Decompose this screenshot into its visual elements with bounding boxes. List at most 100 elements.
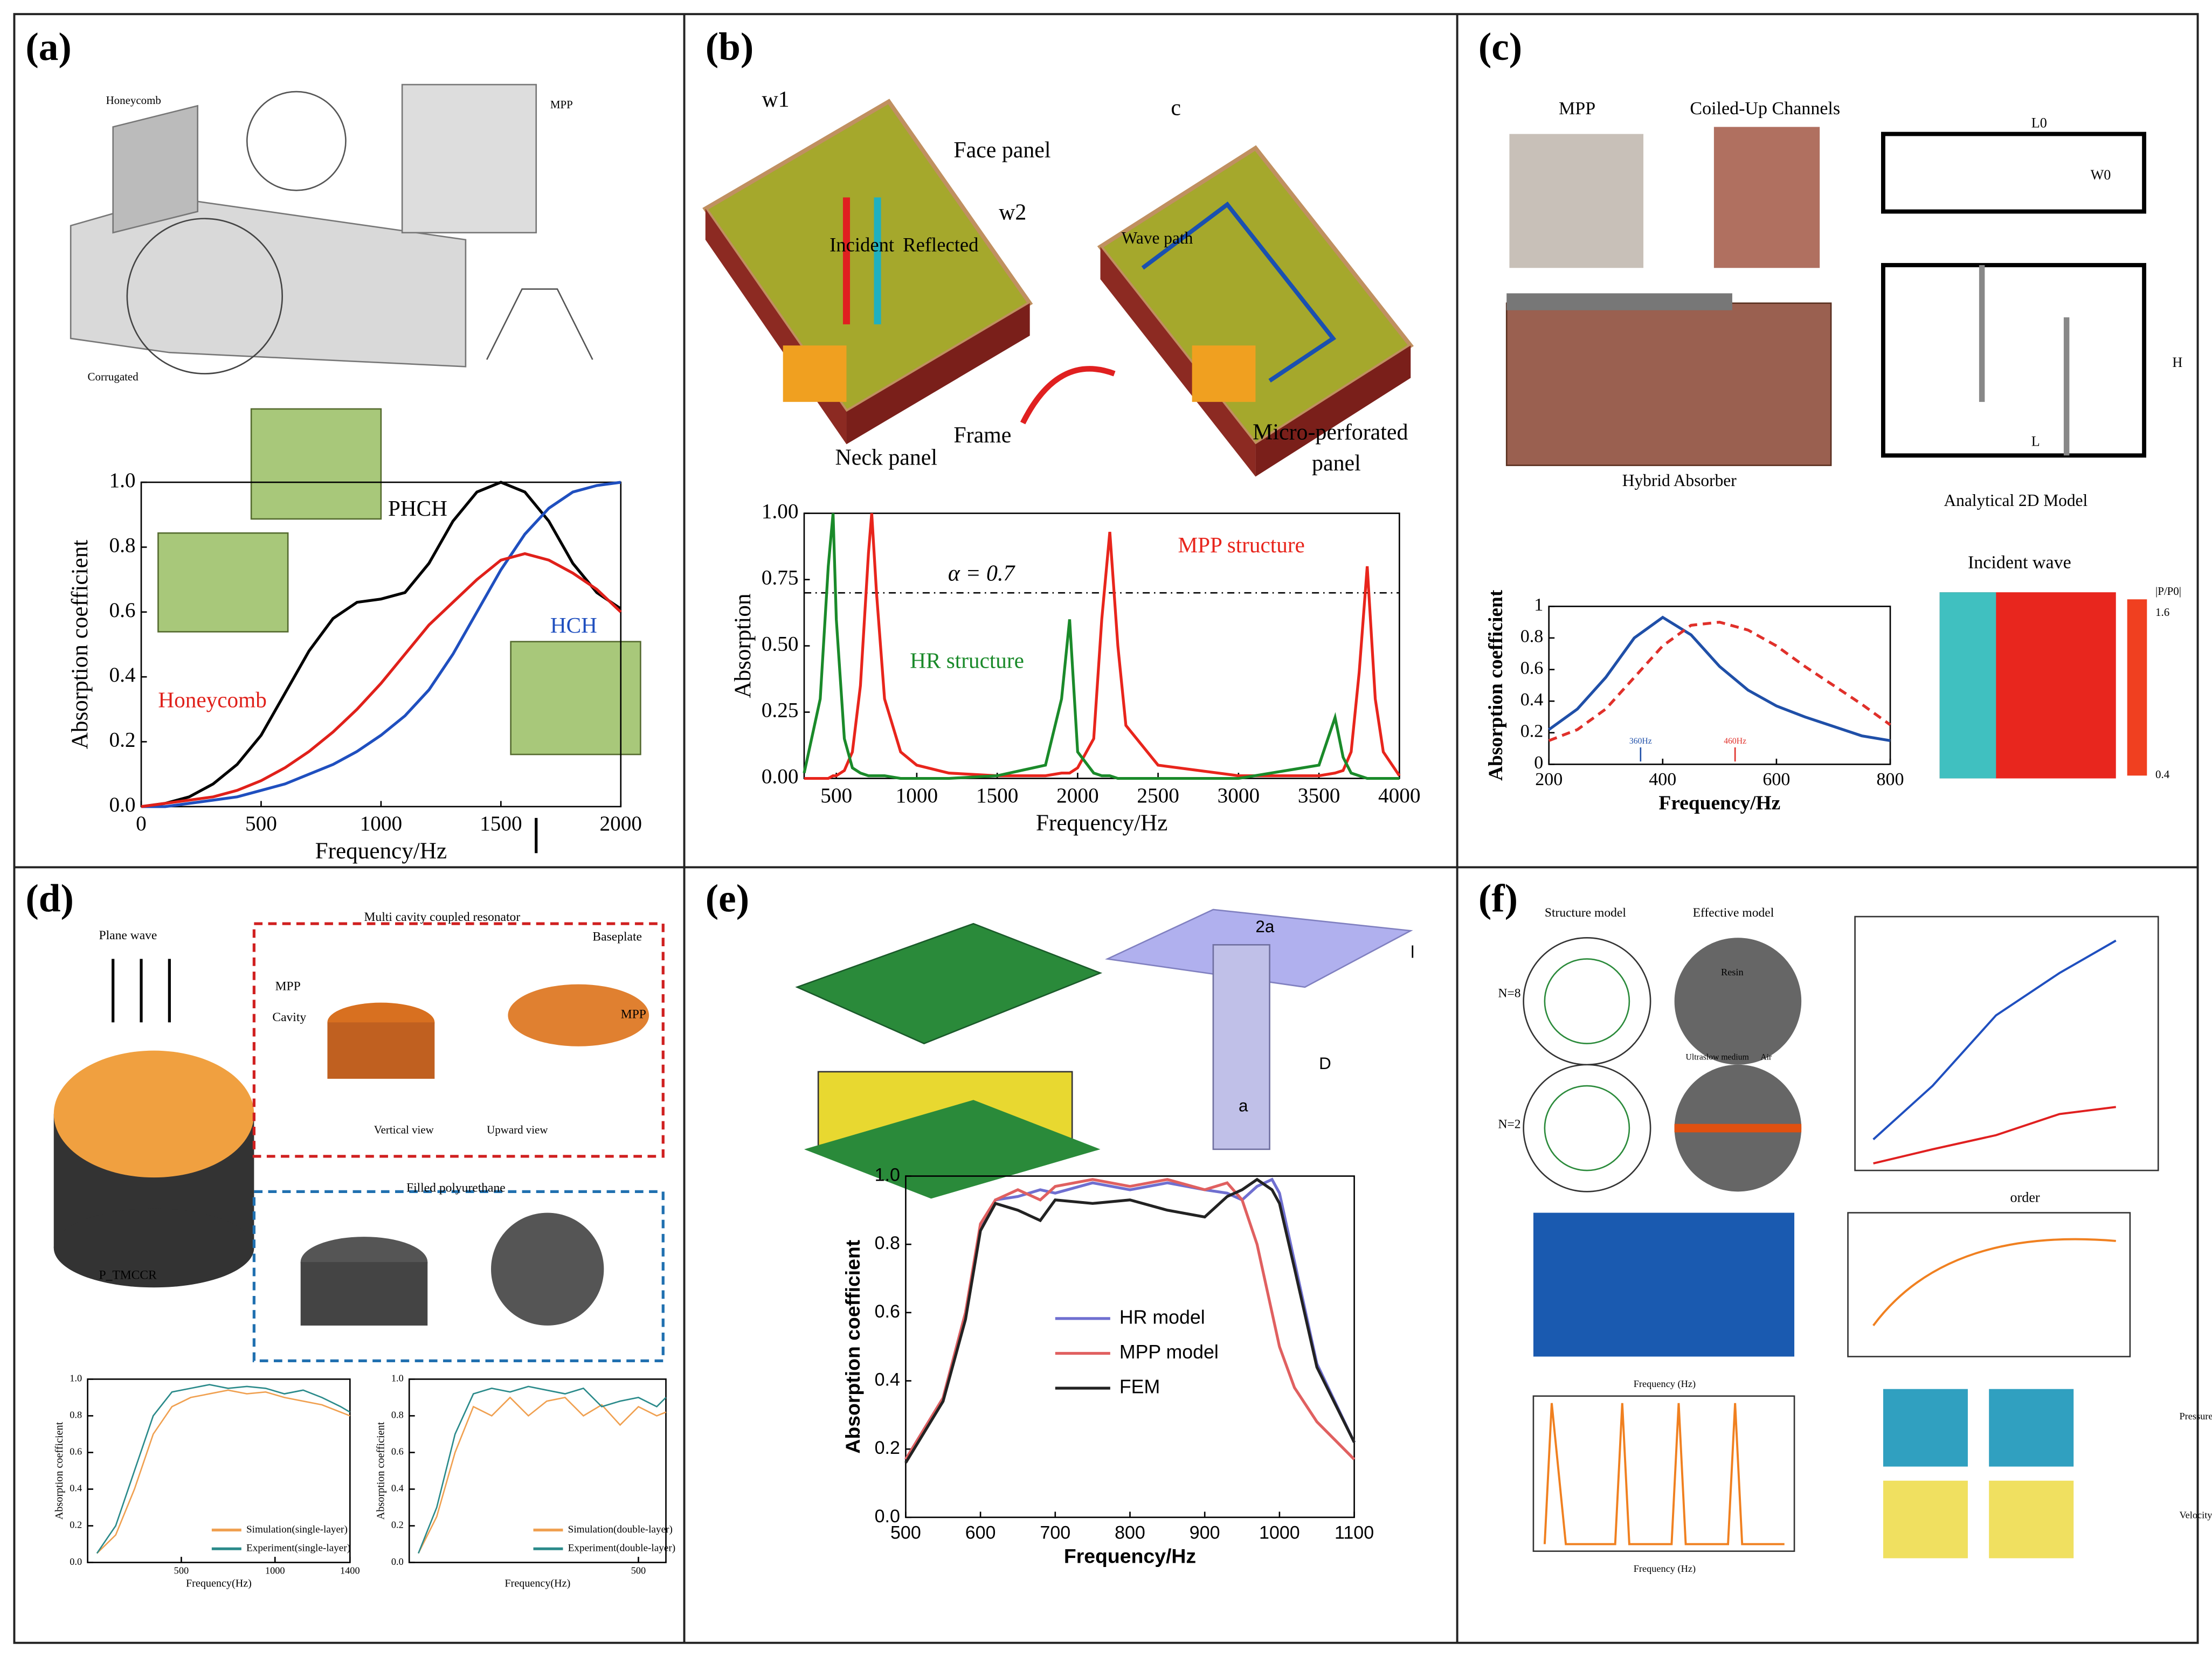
y-axis-label: Absorption coefficient xyxy=(67,540,93,750)
x-axis-label: Frequency/Hz xyxy=(1658,792,1780,814)
illustration-text: Filled polyurethane xyxy=(406,1181,506,1195)
illustration-text: Ultraslow medium xyxy=(1686,1052,1749,1062)
y-tick-label: 0.8 xyxy=(109,533,135,557)
y-tick-label: 0.6 xyxy=(109,599,135,622)
illustration-text: Frequency (Hz) xyxy=(1634,1563,1696,1575)
illustration-text: Plane wave xyxy=(99,928,157,942)
series-line xyxy=(904,1177,1356,1464)
x-tick-label: 3500 xyxy=(1298,784,1340,807)
series-line xyxy=(1548,615,1891,743)
series-line xyxy=(804,513,1401,780)
illustration-text: Pressure (a.u.) xyxy=(2179,1411,2212,1422)
illustration-text: Micro-perforated xyxy=(1253,420,1408,445)
x-tick-label: 3000 xyxy=(1218,784,1260,807)
legend-label: Simulation(single-layer) xyxy=(246,1524,348,1535)
legend-label: Experiment(double-layer) xyxy=(568,1543,676,1554)
x-tick-label: 800 xyxy=(1877,769,1904,789)
legend-label: Honeycomb xyxy=(158,688,266,712)
y-tick-label: 0.2 xyxy=(391,1520,404,1530)
y-tick-label: 0.2 xyxy=(70,1520,82,1530)
legend-label: Simulation(double-layer) xyxy=(568,1524,673,1535)
illustration-text: MPP xyxy=(275,979,301,993)
y-tick-label: 1.0 xyxy=(875,1165,900,1185)
x-axis-label: Frequency/Hz xyxy=(1064,1545,1196,1568)
illustration-text: Effective model xyxy=(1693,906,1774,920)
panel-label: (b) xyxy=(706,25,754,68)
x-tick-label: 1400 xyxy=(340,1565,360,1576)
y-tick-label: 1.0 xyxy=(391,1373,404,1384)
plot-frame xyxy=(87,1378,351,1563)
y-tick-label: 0.00 xyxy=(762,765,799,788)
annotation: 360Hz xyxy=(1629,737,1652,746)
series-line xyxy=(96,1384,350,1554)
illustration-text: L xyxy=(2031,434,2040,449)
series-line xyxy=(1548,620,1891,742)
x-tick-label: 1500 xyxy=(976,784,1019,807)
illustration-text: |P/P0| xyxy=(2155,585,2181,598)
illustration-text: Cavity xyxy=(272,1010,306,1024)
y-axis-label: Absorption xyxy=(730,593,756,698)
y-tick-label: 0.2 xyxy=(109,729,135,752)
x-axis-label: Frequency(Hz) xyxy=(504,1578,570,1590)
y-tick-label: 0.4 xyxy=(1520,690,1544,710)
illustration-text: Vertical view xyxy=(374,1124,434,1136)
illustration-text: Baseplate xyxy=(592,930,642,944)
y-tick-label: 1.00 xyxy=(762,500,799,523)
illustration-text: 0.4 xyxy=(2155,768,2170,781)
y-tick-label: 0.4 xyxy=(391,1483,404,1494)
legend-label: PHCH xyxy=(388,496,447,521)
x-tick-label: 1500 xyxy=(480,812,522,835)
y-tick-label: 0.0 xyxy=(109,793,135,816)
illustration-text: Multi cavity coupled resonator xyxy=(364,910,520,924)
x-tick-label: 400 xyxy=(1649,769,1676,789)
series-line xyxy=(904,1178,1356,1461)
illustration-text: N=2 xyxy=(1498,1118,1521,1132)
x-tick-label: 0 xyxy=(136,812,147,835)
x-tick-label: 500 xyxy=(631,1565,646,1576)
x-tick-label: 2500 xyxy=(1137,784,1179,807)
illustration-text: MPP xyxy=(1559,99,1595,119)
illustration-text: a xyxy=(1239,1097,1248,1115)
illustration-text: L0 xyxy=(2031,115,2047,130)
y-tick-label: 0.2 xyxy=(875,1438,900,1458)
x-tick-label: 800 xyxy=(1115,1522,1145,1543)
legend-label: FEM xyxy=(1119,1376,1160,1398)
series-line xyxy=(96,1389,350,1554)
illustration-text: Frame xyxy=(953,423,1011,448)
x-tick-label: 500 xyxy=(820,784,852,807)
series-line xyxy=(141,481,622,808)
x-tick-label: 600 xyxy=(965,1522,996,1543)
plot-frame xyxy=(1548,605,1891,765)
plot-frame xyxy=(408,1378,667,1563)
legend-label: HR model xyxy=(1119,1306,1205,1328)
illustration-text: order xyxy=(2010,1189,2040,1205)
illustration-text: Air xyxy=(1760,1052,1772,1062)
illustration-text: w2 xyxy=(999,200,1026,225)
illustration-text: w1 xyxy=(762,87,789,112)
illustration-text: W0 xyxy=(2091,167,2111,183)
series-line xyxy=(418,1385,667,1554)
y-tick-label: 0.0 xyxy=(875,1506,900,1527)
illustration-text: MPP xyxy=(550,98,573,111)
y-tick-label: 0.25 xyxy=(762,699,799,722)
x-tick-label: 2000 xyxy=(600,812,642,835)
y-tick-label: 0.0 xyxy=(391,1556,404,1567)
illustration-text: P_TMCCR xyxy=(99,1268,157,1282)
illustration-text: MPP xyxy=(621,1008,646,1022)
y-tick-label: 0.8 xyxy=(70,1410,82,1420)
annotation: α = 0.7 xyxy=(948,561,1016,586)
x-axis-label: Frequency/Hz xyxy=(315,838,447,864)
y-tick-label: 0.6 xyxy=(391,1446,404,1457)
legend-label: Experiment(single-layer) xyxy=(246,1543,350,1554)
y-tick-label: 1.0 xyxy=(109,469,135,492)
illustration-text: H xyxy=(2172,355,2182,370)
illustration-text: Wave path xyxy=(1122,228,1193,247)
illustration-f xyxy=(1523,916,2159,1558)
illustration-text: Analytical 2D Model xyxy=(1944,491,2087,510)
x-tick-label: 900 xyxy=(1190,1522,1220,1543)
illustration-b xyxy=(702,99,1414,477)
x-tick-label: 1000 xyxy=(896,784,938,807)
series-line xyxy=(141,552,622,808)
illustration-a xyxy=(70,84,641,854)
